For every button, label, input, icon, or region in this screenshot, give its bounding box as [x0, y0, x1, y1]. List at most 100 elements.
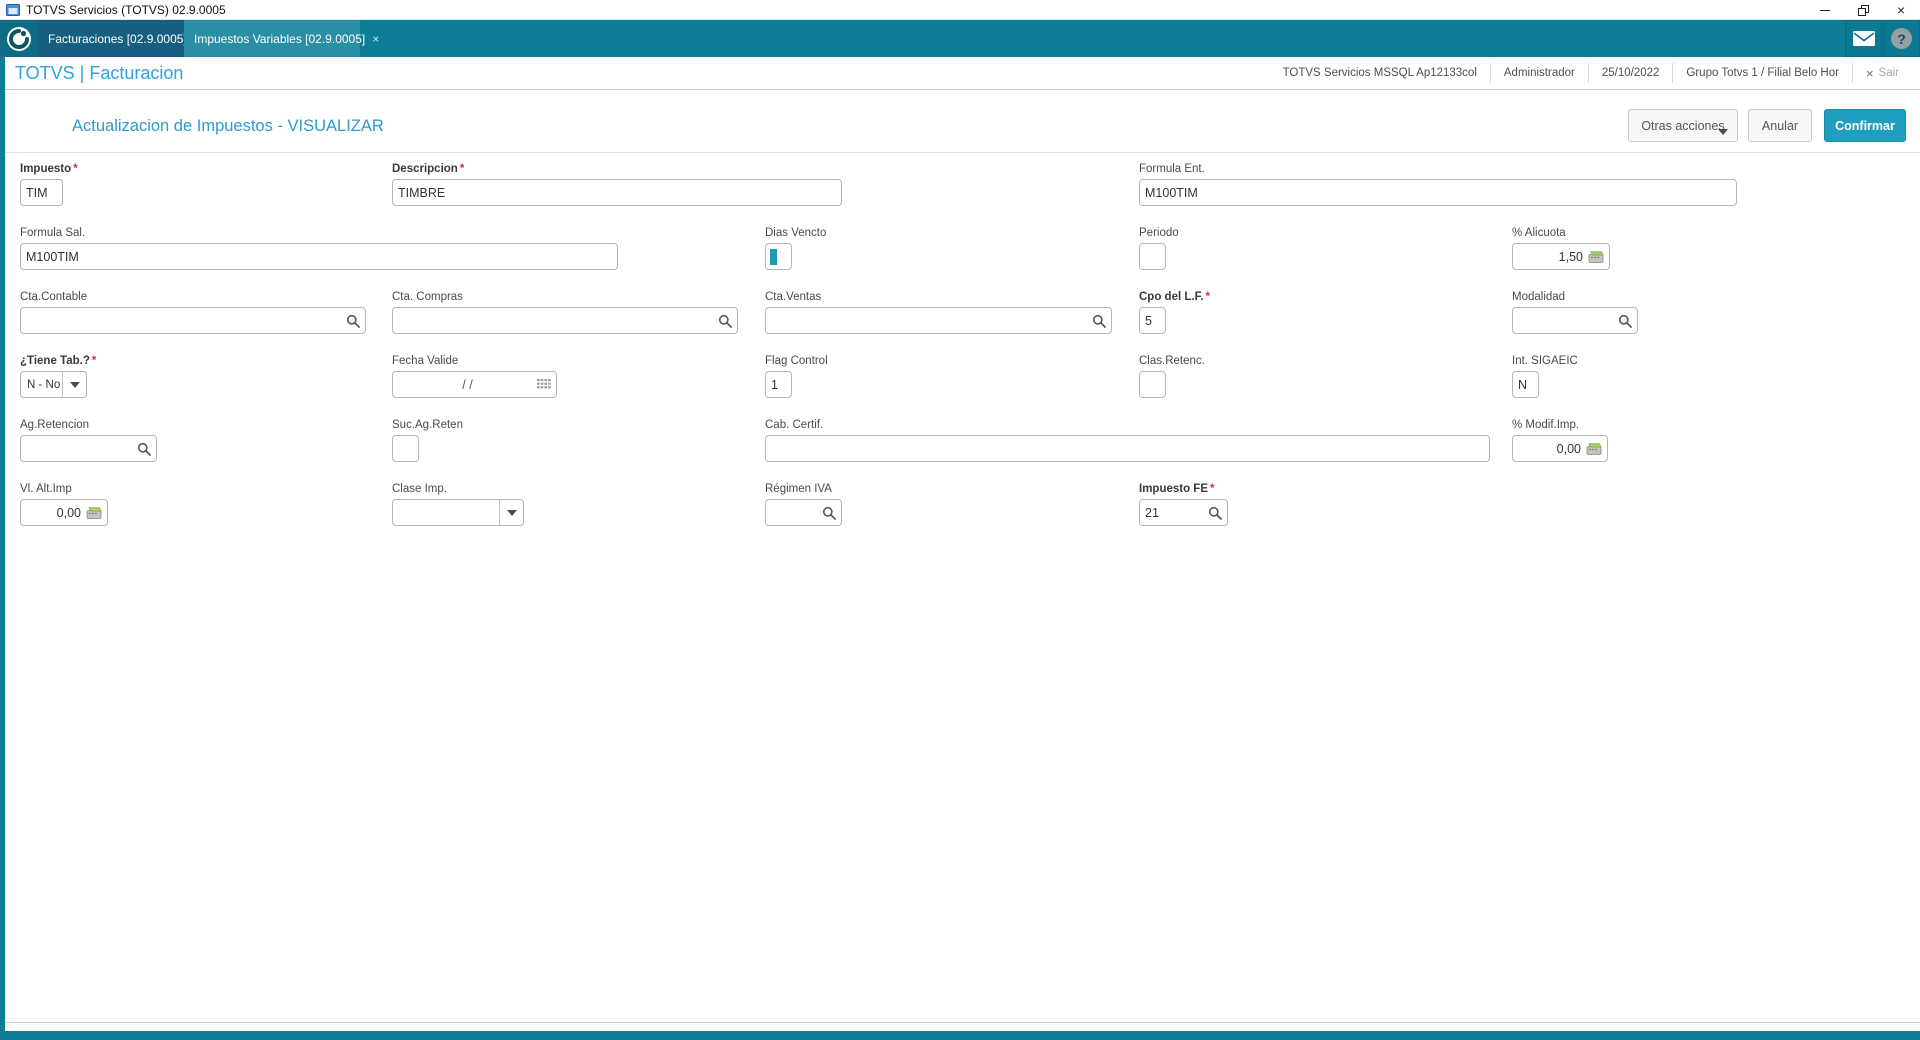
dias-vencto-input[interactable]: [765, 243, 792, 270]
field-impuesto: Impuesto * TIM: [20, 162, 78, 206]
search-icon[interactable]: [1208, 506, 1222, 520]
tab-facturaciones[interactable]: Facturaciones [02.9.0005] ×: [38, 20, 201, 57]
field-label: Formula Sal.: [20, 227, 86, 239]
field-cpo-del-lf: Cpo del L.F. * 5: [1139, 290, 1210, 334]
tiene-tab-select[interactable]: N - No: [20, 371, 87, 398]
search-icon[interactable]: [137, 442, 151, 456]
calculator-icon[interactable]: [1588, 250, 1604, 263]
suc-ag-reten-input[interactable]: [392, 435, 419, 462]
minimize-button[interactable]: [1806, 0, 1844, 20]
field-label: Cta.Ventas: [765, 291, 822, 303]
window-title: TOTVS Servicios (TOTVS) 02.9.0005: [26, 2, 226, 17]
field-label: % Alicuota: [1512, 227, 1566, 239]
formula-ent-input[interactable]: M100TIM: [1139, 179, 1737, 206]
field-vl-alt-imp: Vl. Alt.Imp 0,00: [20, 482, 108, 526]
field-clas-retenc: Clas.Retenc.: [1139, 354, 1205, 398]
tab-close-icon[interactable]: ×: [372, 31, 380, 46]
calendar-icon[interactable]: [537, 378, 551, 391]
restore-button[interactable]: [1844, 0, 1882, 20]
flag-control-input[interactable]: 1: [765, 371, 792, 398]
totvs-logo-icon: [7, 26, 31, 51]
chevron-down-icon: [506, 509, 517, 516]
required-marker: *: [459, 163, 465, 175]
field-label: Régimen IVA: [765, 483, 832, 495]
totvs-logo-button[interactable]: [0, 20, 38, 57]
cta-contable-input[interactable]: [20, 307, 366, 334]
ag-retencion-input[interactable]: [20, 435, 157, 462]
dropdown-button[interactable]: [499, 500, 523, 525]
field-label: ¿Tiene Tab.?: [20, 355, 90, 367]
field-label: Impuesto FE: [1139, 483, 1209, 495]
vl-alt-imp-input[interactable]: 0,00: [20, 499, 108, 526]
field-label: Dias Vencto: [765, 227, 827, 239]
branch-label: Grupo Totvs 1 / Filial Belo Hor: [1672, 63, 1852, 83]
modalidad-input[interactable]: [1512, 307, 1638, 334]
required-marker: *: [91, 355, 97, 367]
confirmar-button[interactable]: Confirmar: [1824, 109, 1906, 142]
other-actions-label: Otras acciones: [1641, 118, 1725, 133]
field-label: Cpo del L.F.: [1139, 291, 1204, 303]
calculator-icon[interactable]: [86, 506, 102, 519]
calculator-icon[interactable]: [1586, 442, 1602, 455]
cpo-del-lf-input[interactable]: 5: [1139, 307, 1166, 334]
periodo-input[interactable]: [1139, 243, 1166, 270]
field-cta-contable: Cta.Contable: [20, 290, 366, 334]
field-int-sigaeic: Int. SIGAEIC N: [1512, 354, 1578, 398]
chevron-down-icon: [1718, 129, 1728, 135]
regimen-iva-input[interactable]: [765, 499, 842, 526]
field-dias-vencto: Dias Vencto: [765, 226, 826, 270]
help-button[interactable]: ?: [1883, 20, 1920, 57]
field-suc-ag-reten: Suc.Ag.Reten: [392, 418, 463, 462]
close-button[interactable]: ×: [1882, 0, 1920, 20]
clas-retenc-input[interactable]: [1139, 371, 1166, 398]
app-window-icon: [6, 3, 20, 16]
tab-bar: Facturaciones [02.9.0005] × Impuestos Va…: [0, 20, 1920, 77]
cta-compras-input[interactable]: [392, 307, 738, 334]
brand-title: TOTVS | Facturacion: [15, 62, 184, 83]
fecha-valide-input[interactable]: / /: [392, 371, 557, 398]
app-header: TOTVS | Facturacion TOTVS Servicios MSSQ…: [5, 57, 1920, 90]
close-icon: ×: [1896, 2, 1906, 18]
exit-button[interactable]: × Sair: [1851, 63, 1912, 83]
clase-imp-select[interactable]: [392, 499, 524, 526]
field-label: Cta. Compras: [392, 291, 463, 303]
field-cab-certif: Cab. Certif.: [765, 418, 1490, 462]
int-sigaeic-input[interactable]: N: [1512, 371, 1539, 398]
field-tiene-tab: ¿Tiene Tab.? * N - No: [20, 354, 96, 398]
panel-bottom-border: [5, 1022, 1920, 1023]
descripcion-input[interactable]: TIMBRE: [392, 179, 842, 206]
field-label: Ag.Retencion: [20, 419, 90, 431]
search-icon[interactable]: [1092, 314, 1106, 328]
search-icon[interactable]: [822, 506, 836, 520]
impuesto-input[interactable]: TIM: [20, 179, 63, 206]
formula-sal-input[interactable]: M100TIM: [20, 243, 618, 270]
anular-button[interactable]: Anular: [1748, 109, 1812, 142]
help-icon: ?: [1891, 28, 1912, 49]
search-icon[interactable]: [718, 314, 732, 328]
exit-label: Sair: [1878, 67, 1899, 79]
window-bottom-border: [0, 1031, 1920, 1040]
date-label: 25/10/2022: [1587, 63, 1673, 83]
cab-certif-input[interactable]: [765, 435, 1490, 462]
search-icon[interactable]: [346, 314, 360, 328]
field-cta-ventas: Cta.Ventas: [765, 290, 1112, 334]
mail-button[interactable]: [1845, 20, 1882, 57]
field-formula-sal: Formula Sal. M100TIM: [20, 226, 618, 270]
alicuota-input[interactable]: 1,50: [1512, 243, 1610, 270]
dropdown-button[interactable]: [62, 372, 86, 397]
search-icon[interactable]: [1618, 314, 1632, 328]
field-label: Impuesto: [20, 163, 72, 175]
required-marker: *: [1205, 291, 1211, 303]
field-alicuota: % Alicuota 1,50: [1512, 226, 1610, 270]
modif-imp-input[interactable]: 0,00: [1512, 435, 1608, 462]
field-label: Suc.Ag.Reten: [392, 419, 463, 431]
cta-ventas-input[interactable]: [765, 307, 1112, 334]
field-regimen-iva: Régimen IVA: [765, 482, 842, 526]
user-label: Administrador: [1489, 63, 1588, 83]
impuesto-fe-input[interactable]: 21: [1139, 499, 1228, 526]
field-label: Cta.Contable: [20, 291, 88, 303]
field-label: Clas.Retenc.: [1139, 355, 1205, 367]
tab-impuestos-variables[interactable]: Impuestos Variables [02.9.0005] ×: [184, 20, 379, 57]
other-actions-button[interactable]: Otras acciones: [1628, 109, 1738, 142]
field-ag-retencion: Ag.Retencion: [20, 418, 157, 462]
